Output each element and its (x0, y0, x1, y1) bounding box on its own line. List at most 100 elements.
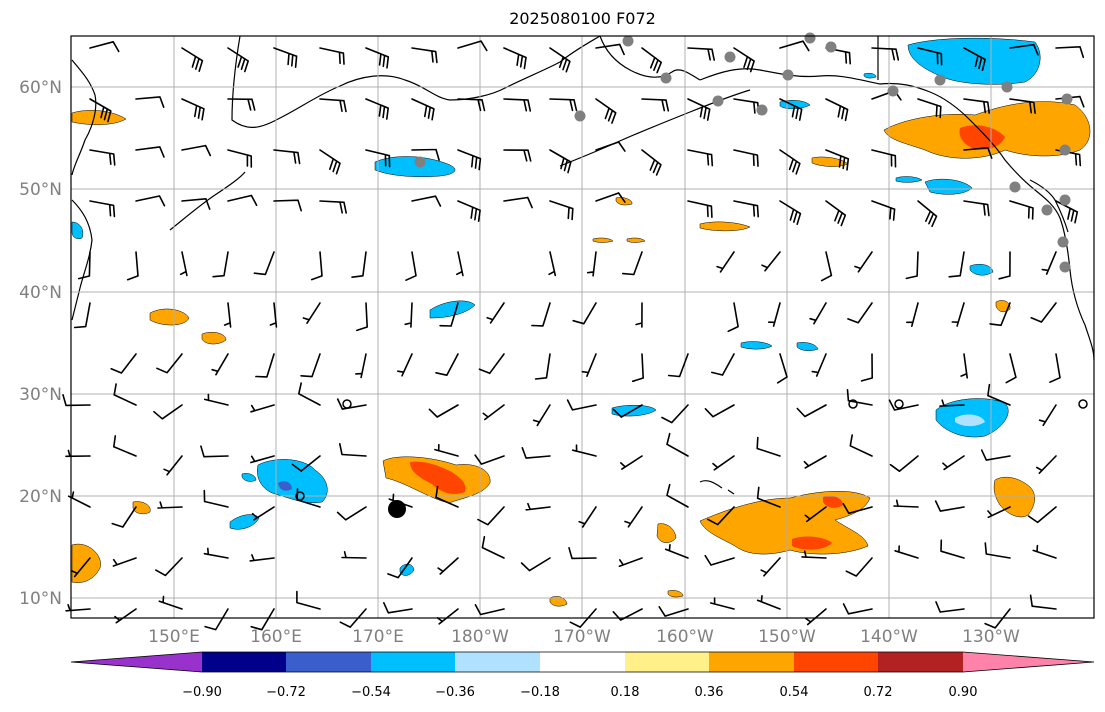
wind-barb (733, 200, 759, 218)
wind-barb (1029, 594, 1057, 610)
wind-barb (296, 590, 321, 610)
wind-barb (940, 539, 965, 559)
wind-barb (704, 404, 735, 418)
wind-barb (135, 96, 165, 108)
wind-barb (595, 43, 625, 56)
wind-barb (595, 98, 617, 124)
wind-barb (998, 251, 1011, 280)
wind-barb (89, 200, 116, 218)
wind-barb (179, 251, 188, 277)
wind-barb (727, 302, 739, 333)
wind-barb (365, 98, 389, 120)
lat-label: 60°N (19, 78, 62, 98)
map-plot-area (62, 32, 1095, 631)
wind-barb (457, 149, 482, 171)
wind-barb (227, 149, 253, 168)
wind-barb (157, 501, 183, 509)
latitude-labels: 60°N 50°N 40°N 30°N 20°N 10°N (19, 78, 62, 609)
wind-barb (612, 404, 643, 418)
wind-barb (989, 302, 1011, 327)
wind-barb (980, 449, 1011, 461)
wind-barb (65, 449, 91, 458)
wind-barb (595, 192, 626, 203)
wind-barb (779, 200, 802, 225)
wind-barb (820, 251, 833, 282)
wind-barb (842, 603, 873, 615)
wind-barb (825, 149, 850, 171)
wind-barb (805, 608, 827, 626)
wind-barb (365, 47, 390, 69)
wind-barb (716, 251, 735, 273)
lon-label: 160°W (656, 627, 714, 647)
colorbar-segment (709, 652, 794, 672)
lat-label: 20°N (19, 487, 62, 507)
wind-barb (760, 557, 781, 577)
wind-barb (73, 302, 91, 329)
wind-barb (860, 353, 873, 382)
wind-barb (77, 251, 91, 280)
wind-barb (687, 98, 711, 121)
wind-barb (620, 455, 643, 470)
wind-barbs (62, 40, 1085, 631)
wind-barb (273, 199, 302, 212)
wind-barb (404, 302, 413, 328)
wind-barb (779, 98, 803, 121)
wind-barb (664, 544, 689, 559)
wind-barb (707, 506, 735, 526)
wind-barb (204, 608, 229, 631)
wind-barb (227, 194, 258, 206)
colorbar-tick-label: 0.18 (611, 685, 640, 700)
wind-barb (984, 542, 1011, 559)
wind-barb (300, 353, 321, 378)
wind-barb (710, 597, 735, 610)
wind-barb (113, 383, 137, 406)
lon-label: 160°E (250, 627, 302, 647)
wind-barb (796, 404, 827, 418)
wind-barb (624, 506, 643, 528)
graticule (71, 36, 1094, 618)
wind-barb (249, 554, 275, 562)
wind-barb (548, 251, 557, 277)
map-frame (70, 35, 1095, 619)
wind-barb (842, 503, 873, 515)
wind-barb (457, 40, 488, 52)
wind-barb (411, 148, 440, 161)
wind-barb (478, 353, 505, 375)
wind-barb (963, 200, 990, 217)
colorbar-segment (878, 652, 963, 672)
wind-barb (227, 47, 249, 73)
wind-barb (666, 432, 689, 457)
wind-barb (203, 393, 229, 406)
wind-barb (339, 443, 367, 457)
wind-barb (477, 506, 505, 526)
wind-barb (846, 389, 873, 406)
wind-barb (779, 40, 810, 52)
wind-barb (779, 149, 801, 175)
wind-barb (687, 149, 714, 167)
wind-barb (871, 149, 897, 168)
colorbar-tick-label: −0.54 (351, 685, 391, 700)
wind-barb (250, 608, 275, 631)
wind-barb (948, 251, 965, 278)
wind-barb (336, 506, 367, 521)
wind-barb (212, 251, 229, 278)
wind-barb (935, 601, 965, 613)
wind-barb (211, 353, 229, 376)
wind-barb (711, 353, 735, 376)
wind-barb (503, 98, 532, 112)
wind-barb (641, 149, 662, 176)
lon-label: 170°E (352, 627, 404, 647)
wind-barb (411, 47, 438, 64)
wind-barb (825, 200, 847, 227)
lat-label: 50°N (19, 180, 62, 200)
calm-wind-circles (295, 399, 1088, 501)
wind-barb (578, 506, 597, 528)
wind-barb (474, 604, 505, 616)
wind-barb (1036, 455, 1057, 474)
wind-barb (89, 41, 120, 53)
wind-barb (756, 436, 781, 457)
wind-barb (534, 353, 551, 380)
wind-barb (89, 149, 116, 166)
wind-barb (987, 383, 1011, 406)
